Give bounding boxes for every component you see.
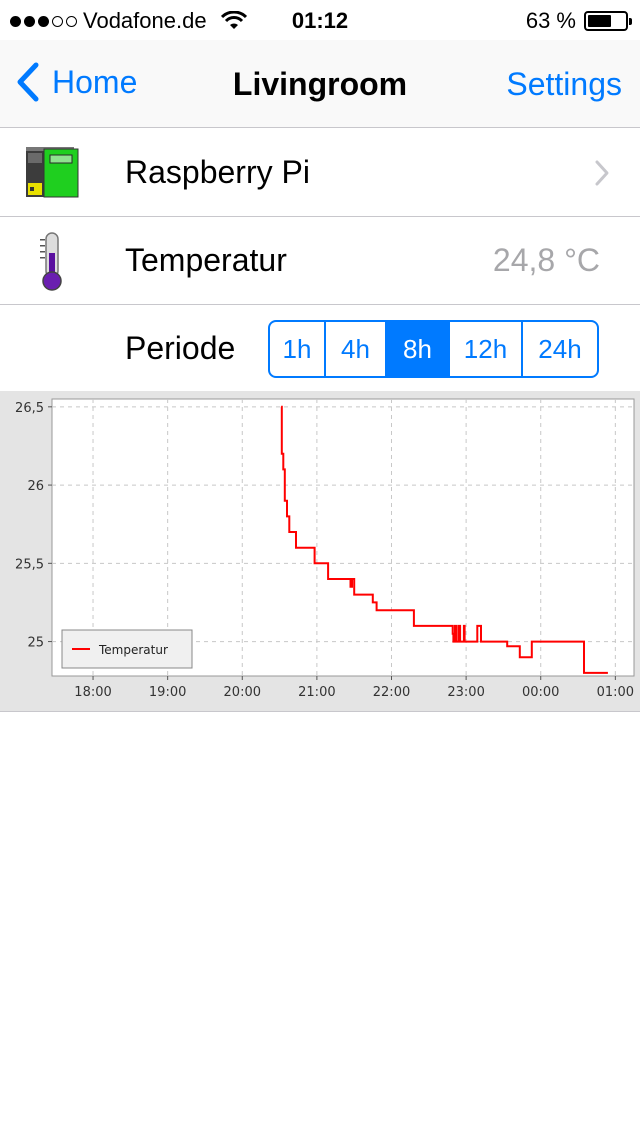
x-tick-label: 18:00 xyxy=(74,685,111,700)
chevron-right-icon xyxy=(595,160,609,186)
battery-icon xyxy=(584,11,632,31)
signal-dot xyxy=(66,15,77,27)
battery-tip xyxy=(629,18,632,25)
chevron-left-icon xyxy=(17,62,39,102)
x-tick-label: 19:00 xyxy=(149,685,186,700)
period-option-24h[interactable]: 24h xyxy=(538,333,582,364)
period-option-8h[interactable]: 8h xyxy=(387,322,450,376)
temperature-chart: 18:00 19:00 20:00 21:00 22:00 23:00 00:00 01:00… xyxy=(0,391,640,712)
signal-dot xyxy=(38,15,49,27)
signal-strength-icon xyxy=(10,15,77,27)
status-bar: Vodafone.de 01:12 63 % xyxy=(0,0,640,40)
x-tick-label: 22:00 xyxy=(373,685,410,700)
x-tick-label: 01:00 xyxy=(597,685,634,700)
device-row[interactable]: Raspberry Pi xyxy=(0,129,640,217)
temperature-label: Temperatur xyxy=(125,242,287,278)
period-segmented-control: 1h 4h 8h 12h 24h xyxy=(268,320,599,378)
x-tick-label: 20:00 xyxy=(224,685,261,700)
device-label: Raspberry Pi xyxy=(125,154,310,190)
back-button-label: Home xyxy=(52,63,138,100)
signal-dot xyxy=(52,15,63,27)
legend-label: Temperatur xyxy=(98,643,168,657)
settings-button[interactable]: Settings xyxy=(506,66,622,102)
y-tick-label: 25,5 xyxy=(15,557,44,572)
period-option-1h[interactable]: 1h xyxy=(270,322,326,376)
period-option-12h[interactable]: 12h xyxy=(450,322,523,376)
period-option-4h[interactable]: 4h xyxy=(326,322,387,376)
status-time: 01:12 xyxy=(291,8,349,33)
period-label: Periode xyxy=(125,330,236,366)
x-tick-label: 21:00 xyxy=(298,685,335,700)
x-tick-label: 23:00 xyxy=(447,685,484,700)
y-tick-label: 25 xyxy=(27,636,44,651)
status-left: Vodafone.de xyxy=(10,8,247,34)
y-tick-label: 26,5 xyxy=(15,401,44,416)
thermometer-icon xyxy=(40,232,62,291)
signal-dot xyxy=(24,15,35,27)
signal-dot xyxy=(10,15,21,27)
navigation-bar: Home Livingroom Settings xyxy=(0,40,640,128)
plot-area xyxy=(51,398,635,677)
battery-fill xyxy=(588,15,611,27)
series-line-temperatur xyxy=(280,405,608,674)
back-button[interactable]: Home xyxy=(16,62,137,102)
carrier-name: Vodafone.de xyxy=(83,8,207,33)
battery-percent: 63 % xyxy=(525,8,576,33)
y-tick-label: 26 xyxy=(27,479,44,494)
temperature-row: Temperatur 24,8 °C xyxy=(0,217,640,305)
chart-svg: 18:00 19:00 20:00 21:00 22:00 23:00 00:00 01:00… xyxy=(15,398,635,700)
temperature-value: 24,8 °C xyxy=(492,242,600,278)
wifi-icon xyxy=(220,11,247,29)
period-row: Periode xyxy=(0,305,640,393)
raspberry-pi-icon xyxy=(26,147,79,198)
status-right: 63 % xyxy=(525,8,632,34)
x-tick-label: 00:00 xyxy=(522,685,559,700)
